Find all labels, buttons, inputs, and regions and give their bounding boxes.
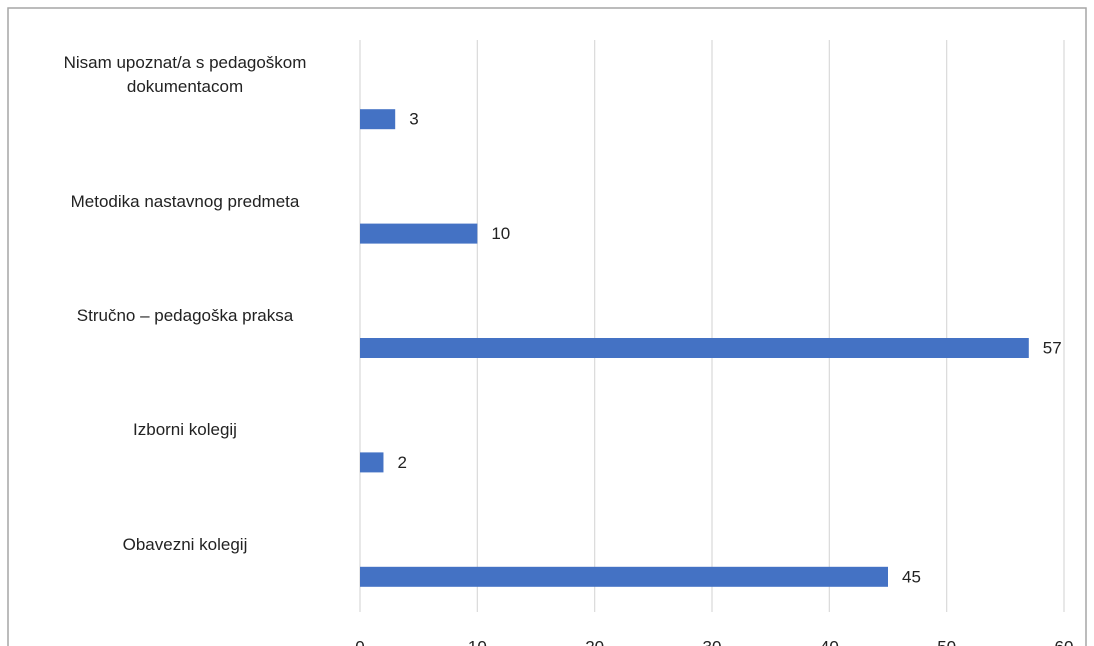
x-tick-label: 10 bbox=[468, 637, 487, 646]
bar bbox=[360, 109, 396, 130]
x-tick-label: 20 bbox=[585, 637, 604, 646]
bar bbox=[360, 452, 384, 473]
value-label: 57 bbox=[1043, 338, 1062, 357]
x-tick-label: 60 bbox=[1055, 637, 1074, 646]
bar bbox=[360, 223, 478, 244]
category-label: Nisam upoznat/a s pedagoškom dokumentaco… bbox=[63, 53, 307, 97]
x-tick-label: 0 bbox=[355, 637, 364, 646]
category-label: Izborni kolegij bbox=[133, 420, 237, 440]
value-label: 45 bbox=[902, 567, 921, 586]
category-label: Stručno – pedagoška praksa bbox=[76, 306, 294, 325]
category-label: Obavezni kolegij bbox=[122, 534, 248, 554]
value-label: 2 bbox=[397, 453, 406, 472]
category-label: Metodika nastavnog predmeta bbox=[70, 191, 300, 211]
bar bbox=[360, 566, 888, 587]
x-tick-label: 30 bbox=[703, 637, 722, 646]
x-tick-label: 40 bbox=[820, 637, 839, 646]
bar bbox=[360, 338, 1029, 358]
value-label: 3 bbox=[409, 110, 418, 129]
chart-border bbox=[7, 7, 1087, 646]
value-label: 10 bbox=[491, 224, 510, 243]
x-tick-label: 50 bbox=[937, 637, 956, 646]
